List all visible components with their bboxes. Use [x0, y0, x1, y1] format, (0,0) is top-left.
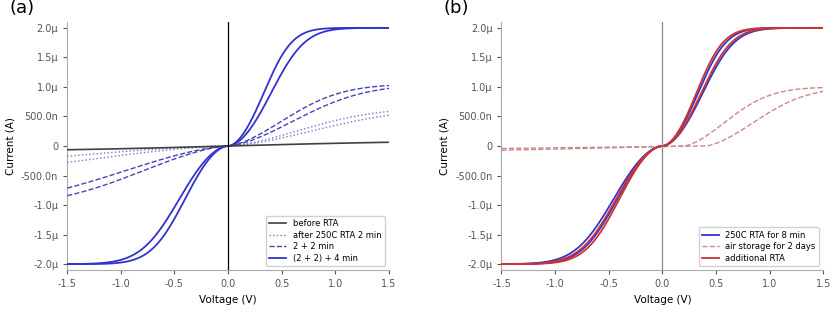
Legend: before RTA, after 250C RTA 2 min, 2 + 2 min, (2 + 2) + 4 min: before RTA, after 250C RTA 2 min, 2 + 2 …: [266, 216, 385, 266]
Legend: 250C RTA for 8 min, air storage for 2 days, additional RTA: 250C RTA for 8 min, air storage for 2 da…: [699, 227, 819, 266]
X-axis label: Voltage (V): Voltage (V): [633, 295, 691, 305]
Text: (b): (b): [444, 0, 469, 17]
Y-axis label: Current (A): Current (A): [5, 117, 15, 175]
X-axis label: Voltage (V): Voltage (V): [199, 295, 257, 305]
Y-axis label: Current (A): Current (A): [439, 117, 449, 175]
Text: (a): (a): [9, 0, 34, 17]
